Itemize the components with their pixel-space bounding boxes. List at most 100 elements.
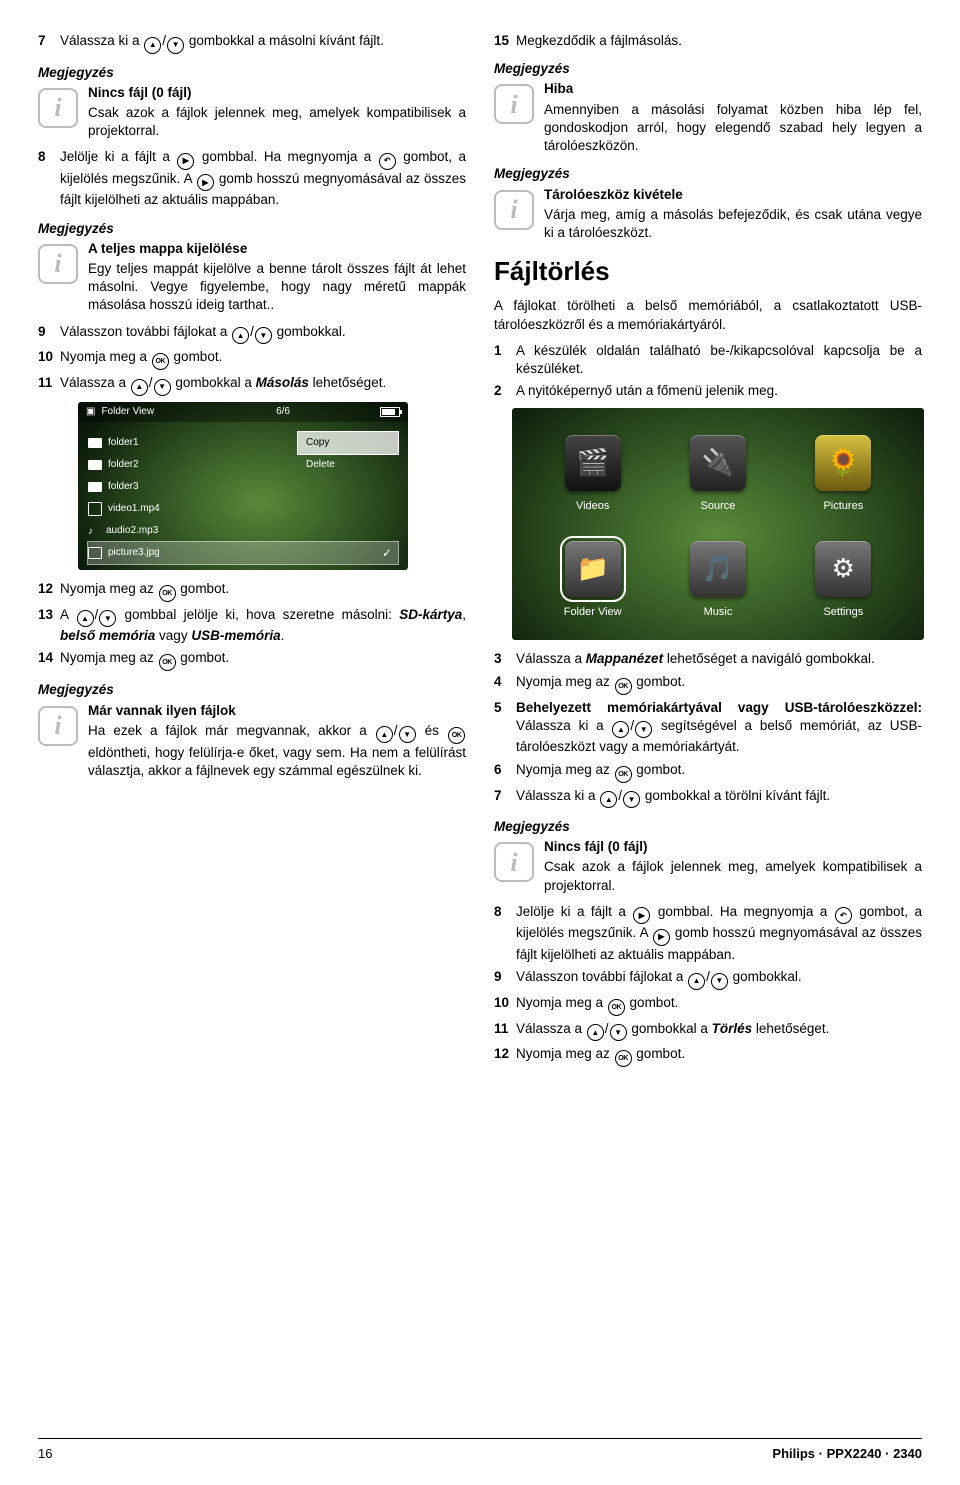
- step-text: Válassza ki a ▲/▼ gombokkal a másolni kí…: [60, 32, 466, 54]
- note-title: Megjegyzés: [494, 60, 922, 78]
- info-icon: i: [494, 842, 534, 882]
- step-text: Nyomja meg a OK gombot.: [60, 348, 466, 370]
- info-icon: i: [494, 190, 534, 230]
- ok-icon: OK: [615, 766, 632, 783]
- play-icon: ▶: [633, 907, 650, 924]
- source-icon: 🔌: [690, 435, 746, 491]
- step-15: 15 Megkezdődik a fájlmásolás.: [494, 32, 922, 50]
- menu-folder-view: 📁 Folder View: [564, 541, 622, 620]
- up-icon: ▲: [144, 37, 161, 54]
- info-icon: i: [38, 706, 78, 746]
- step-num: 14: [38, 649, 60, 671]
- shot1-topbar: ▣ Folder View 6/6: [78, 402, 408, 422]
- screenshot-main-menu: 🎬 Videos 🔌 Source 🌻 Pictures 📁 Folder Vi…: [512, 408, 924, 640]
- info-icon: i: [38, 88, 78, 128]
- info-icon: i: [38, 244, 78, 284]
- step-9: 9 Válasszon további fájlokat a ▲/▼ gombo…: [494, 968, 922, 990]
- step-text: Jelölje ki a fájlt a ▶ gombbal. Ha megny…: [516, 903, 922, 964]
- note-existing-files: i Már vannak ilyen fájlok Ha ezek a fájl…: [38, 702, 466, 781]
- play-icon: ▶: [197, 174, 214, 191]
- step-7: 7 Válassza ki a ▲/▼ gombokkal a másolni …: [38, 32, 466, 54]
- up-icon: ▲: [77, 610, 94, 627]
- list-item-selected: picture3.jpg✓: [88, 542, 398, 564]
- step-num: 12: [38, 580, 60, 602]
- left-column: 7 Válassza ki a ▲/▼ gombokkal a másolni …: [38, 28, 466, 1071]
- play-icon: ▶: [177, 153, 194, 170]
- step-3: 3 Válassza a Mappanézet lehetőséget a na…: [494, 650, 922, 668]
- step-10: 10 Nyomja meg a OK gombot.: [494, 994, 922, 1016]
- step-12: 12 Nyomja meg az OK gombot.: [494, 1045, 922, 1067]
- pictures-icon: 🌻: [815, 435, 871, 491]
- step-num: 9: [494, 968, 516, 990]
- step-10: 10 Nyomja meg a OK gombot.: [38, 348, 466, 370]
- step-text: Nyomja meg az OK gombot.: [516, 1045, 922, 1067]
- note-head: A teljes mappa kijelölése: [88, 240, 466, 258]
- step-text: Nyomja meg az OK gombot.: [60, 580, 466, 602]
- note-no-file-2: i Nincs fájl (0 fájl) Csak azok a fájlok…: [494, 838, 922, 895]
- note-title: Megjegyzés: [38, 64, 466, 82]
- step-num: 8: [38, 148, 60, 209]
- ok-icon: OK: [159, 654, 176, 671]
- step-text: Nyomja meg az OK gombot.: [516, 761, 922, 783]
- step-11: 11 Válassza a ▲/▼ gombokkal a Törlés leh…: [494, 1020, 922, 1042]
- menu-settings: ⚙ Settings: [815, 541, 871, 620]
- step-text: A ▲/▼ gombbal jelölje ki, hova szeretne …: [60, 606, 466, 646]
- up-icon: ▲: [600, 791, 617, 808]
- up-icon: ▲: [131, 379, 148, 396]
- step-6: 6 Nyomja meg az OK gombot.: [494, 761, 922, 783]
- section-title: Fájltörlés: [494, 254, 922, 289]
- step-text: A készülék oldalán található be-/kikapcs…: [516, 342, 922, 378]
- note-title: Megjegyzés: [38, 220, 466, 238]
- step-11: 11 Válassza a ▲/▼ gombokkal a Másolás le…: [38, 374, 466, 396]
- list-item: ♪audio2.mp3: [88, 520, 398, 542]
- menu-delete: Delete: [298, 454, 398, 476]
- ok-icon: OK: [615, 678, 632, 695]
- ok-icon: OK: [152, 353, 169, 370]
- note-body: Csak azok a fájlok jelennek meg, amelyek…: [544, 858, 922, 894]
- step-5: 5 Behelyezett memóriakártyával vagy USB-…: [494, 699, 922, 757]
- note-head: Már vannak ilyen fájlok: [88, 702, 466, 720]
- step-num: 11: [494, 1020, 516, 1042]
- step-num: 5: [494, 699, 516, 757]
- settings-icon: ⚙: [815, 541, 871, 597]
- step-num: 9: [38, 323, 60, 345]
- step-num: 3: [494, 650, 516, 668]
- page-number: 16: [38, 1445, 52, 1463]
- note-title: Megjegyzés: [494, 165, 922, 183]
- menu-pictures: 🌻 Pictures: [815, 435, 871, 514]
- step-num: 10: [494, 994, 516, 1016]
- note-body: Ha ezek a fájlok már megvannak, akkor a …: [88, 722, 466, 780]
- step-text: Nyomja meg az OK gombot.: [516, 673, 922, 695]
- section-intro: A fájlokat törölheti a belső memóriából,…: [494, 297, 922, 333]
- play-icon: ▶: [653, 929, 670, 946]
- step-num: 7: [494, 787, 516, 809]
- videos-icon: 🎬: [565, 435, 621, 491]
- down-icon: ▼: [399, 726, 416, 743]
- note-body: Amennyiben a másolási folyamat közben hi…: [544, 101, 922, 156]
- list-item: folder3: [88, 476, 398, 498]
- step-text: Válassza ki a ▲/▼ gombokkal a törölni kí…: [516, 787, 922, 809]
- step-text: Nyomja meg az OK gombot.: [60, 649, 466, 671]
- step-7: 7 Válassza ki a ▲/▼ gombokkal a törölni …: [494, 787, 922, 809]
- step-num: 10: [38, 348, 60, 370]
- note-head: Hiba: [544, 80, 922, 98]
- step-num: 8: [494, 903, 516, 964]
- down-icon: ▼: [711, 973, 728, 990]
- note-no-file: i Nincs fájl (0 fájl) Csak azok a fájlok…: [38, 84, 466, 141]
- back-icon: ↶: [835, 907, 852, 924]
- shot1-title: Folder View: [101, 405, 276, 419]
- back-icon: ↶: [379, 153, 396, 170]
- down-icon: ▼: [623, 791, 640, 808]
- note-full-folder: i A teljes mappa kijelölése Egy teljes m…: [38, 240, 466, 315]
- step-12: 12 Nyomja meg az OK gombot.: [38, 580, 466, 602]
- folder-icon: [88, 482, 102, 492]
- note-error: i Hiba Amennyiben a másolási folyamat kö…: [494, 80, 922, 155]
- check-icon: ✓: [382, 545, 392, 561]
- step-14: 14 Nyomja meg az OK gombot.: [38, 649, 466, 671]
- list-item: video1.mp4: [88, 498, 398, 520]
- folder-view-icon: 📁: [565, 541, 621, 597]
- note-head: Nincs fájl (0 fájl): [88, 84, 466, 102]
- step-text: Nyomja meg a OK gombot.: [516, 994, 922, 1016]
- info-icon: i: [494, 84, 534, 124]
- ok-icon: OK: [608, 999, 625, 1016]
